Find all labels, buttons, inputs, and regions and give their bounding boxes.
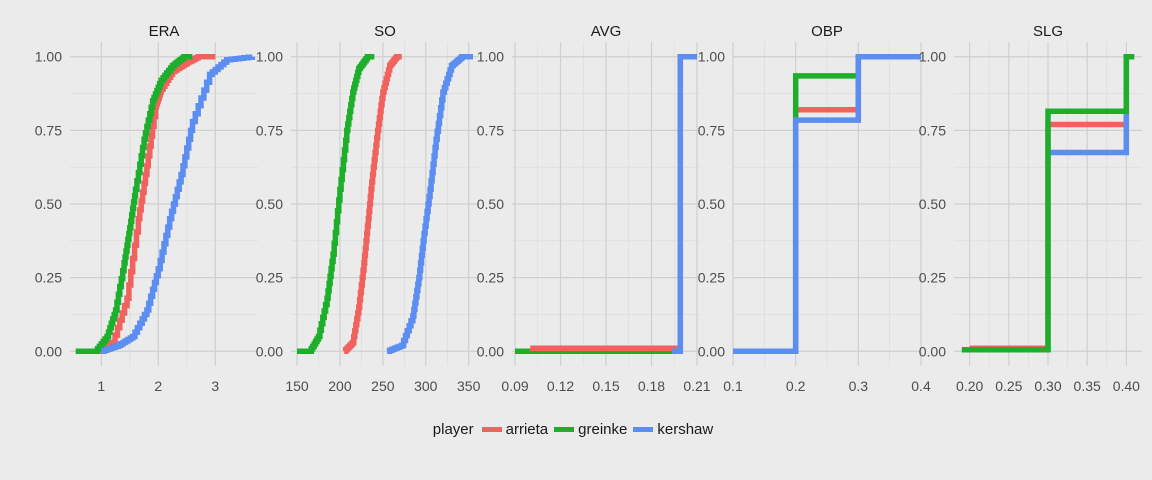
series-line-greinke [297, 53, 375, 355]
y-tick-label: 0.00 [256, 343, 283, 359]
x-tick-label: 150 [285, 378, 309, 394]
y-tick-label: 0.50 [698, 196, 725, 212]
x-tick-label: 3 [211, 378, 219, 394]
x-tick-label: 0.20 [956, 378, 983, 394]
y-tick-label: 0.25 [35, 270, 62, 286]
facet-title: ERA [149, 23, 180, 40]
legend-key-arrieta [481, 427, 502, 432]
series-line-kershaw [386, 53, 473, 355]
facet-title: OBP [811, 23, 843, 40]
legend-title: player [432, 421, 474, 438]
x-tick-label: 0.2 [786, 378, 806, 394]
series-line-kershaw [101, 54, 256, 355]
series-line-arrieta [342, 53, 402, 355]
y-tick-label: 0.75 [698, 122, 725, 138]
legend-item-kershaw: kershaw [633, 421, 713, 438]
y-tick-label: 1.00 [256, 49, 283, 65]
x-tick-label: 350 [457, 378, 481, 394]
y-tick-label: 0.00 [698, 343, 725, 359]
y-tick-label: 0.50 [35, 196, 62, 212]
series-line-greinke [75, 53, 193, 355]
x-tick-label: 1 [97, 378, 105, 394]
y-tick-label: 0.75 [256, 122, 283, 138]
facet-title: AVG [591, 23, 622, 40]
x-tick-label: 0.18 [638, 378, 665, 394]
facet-title: SO [374, 23, 396, 40]
y-tick-label: 0.50 [477, 196, 504, 212]
y-tick-label: 0.00 [477, 343, 504, 359]
x-tick-label: 0.25 [995, 378, 1022, 394]
y-tick-label: 0.25 [919, 270, 946, 286]
y-tick-label: 0.00 [35, 343, 62, 359]
y-tick-label: 0.75 [35, 122, 62, 138]
y-tick-label: 0.50 [256, 196, 283, 212]
x-tick-label: 0.4 [911, 378, 931, 394]
x-tick-label: 0.09 [501, 378, 528, 394]
legend-label-arrieta: arrieta [505, 421, 549, 438]
series-line-greinke [961, 53, 1135, 353]
series-line-kershaw [1048, 53, 1135, 156]
x-tick-label: 0.15 [592, 378, 619, 394]
x-tick-label: 2 [154, 378, 162, 394]
y-tick-label: 0.25 [698, 270, 725, 286]
y-tick-label: 1.00 [698, 49, 725, 65]
legend-item-greinke: greinke [554, 421, 627, 438]
legend-label-greinke: greinke [578, 421, 628, 438]
legend: player arrieta greinke kershaw [0, 421, 1152, 438]
x-tick-label: 0.30 [1034, 378, 1061, 394]
x-tick-label: 0.1 [723, 378, 743, 394]
y-tick-label: 0.75 [477, 122, 504, 138]
x-tick-label: 0.35 [1074, 378, 1101, 394]
y-tick-label: 1.00 [919, 49, 946, 65]
series-line-kershaw [733, 53, 921, 355]
x-tick-label: 0.21 [683, 378, 710, 394]
x-tick-label: 0.40 [1113, 378, 1140, 394]
series-line-arrieta [530, 53, 697, 352]
y-tick-label: 0.75 [919, 122, 946, 138]
x-tick-label: 300 [414, 378, 438, 394]
legend-key-kershaw [633, 427, 654, 432]
legend-item-arrieta: arrieta [481, 421, 549, 438]
series-line-arrieta [969, 53, 1135, 352]
series-line-arrieta [95, 53, 216, 355]
y-tick-label: 0.50 [919, 196, 946, 212]
facet-title: SLG [1033, 23, 1063, 40]
legend-key-greinke [554, 427, 575, 432]
y-tick-label: 1.00 [477, 49, 504, 65]
legend-label-kershaw: kershaw [657, 421, 714, 438]
y-tick-label: 0.00 [919, 343, 946, 359]
x-tick-label: 0.3 [849, 378, 869, 394]
x-tick-label: 200 [328, 378, 352, 394]
y-tick-label: 1.00 [35, 49, 62, 65]
x-tick-label: 250 [371, 378, 395, 394]
x-tick-label: 0.12 [547, 378, 574, 394]
y-tick-label: 0.25 [477, 270, 504, 286]
series-line-kershaw [672, 53, 697, 355]
y-tick-label: 0.25 [256, 270, 283, 286]
